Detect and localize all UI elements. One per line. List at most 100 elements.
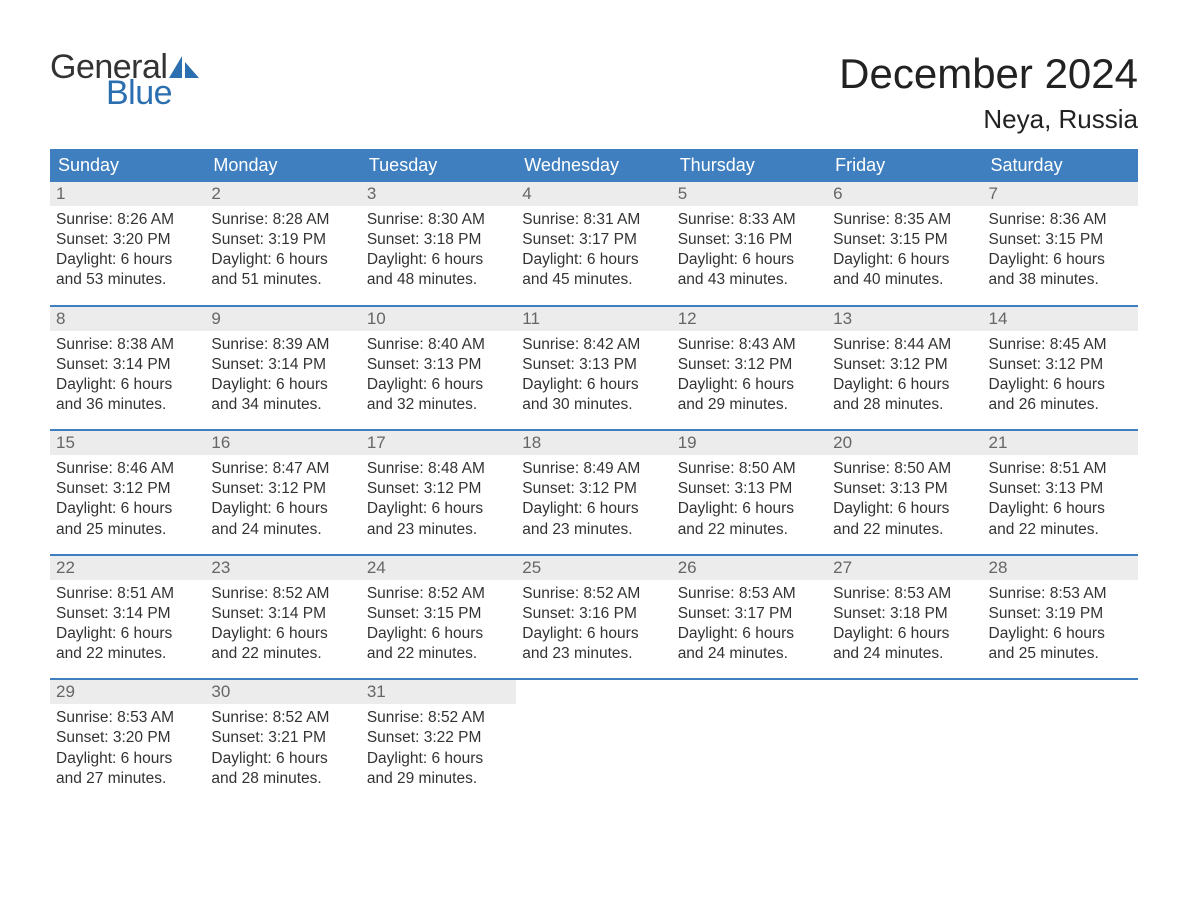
sunrise-text: Sunrise: 8:33 AM xyxy=(678,210,821,230)
daylight-text: and 36 minutes. xyxy=(56,395,199,415)
calendar-day: 29Sunrise: 8:53 AMSunset: 3:20 PMDayligh… xyxy=(50,680,205,789)
day-number: 26 xyxy=(672,556,827,580)
day-number: 15 xyxy=(50,431,205,455)
sunset-text: Sunset: 3:18 PM xyxy=(833,604,976,624)
daylight-text: Daylight: 6 hours xyxy=(56,250,199,270)
daylight-text: Daylight: 6 hours xyxy=(211,749,354,769)
daylight-text: and 22 minutes. xyxy=(56,644,199,664)
sunrise-text: Sunrise: 8:50 AM xyxy=(833,459,976,479)
daylight-text: Daylight: 6 hours xyxy=(989,499,1132,519)
sunset-text: Sunset: 3:13 PM xyxy=(833,479,976,499)
daylight-text: and 43 minutes. xyxy=(678,270,821,290)
sunrise-text: Sunrise: 8:53 AM xyxy=(989,584,1132,604)
day-details: Sunrise: 8:51 AMSunset: 3:13 PMDaylight:… xyxy=(983,455,1138,540)
day-number: 13 xyxy=(827,307,982,331)
sunset-text: Sunset: 3:15 PM xyxy=(833,230,976,250)
sunset-text: Sunset: 3:12 PM xyxy=(211,479,354,499)
daylight-text: and 22 minutes. xyxy=(833,520,976,540)
calendar-day xyxy=(672,680,827,789)
daylight-text: Daylight: 6 hours xyxy=(56,624,199,644)
sunset-text: Sunset: 3:14 PM xyxy=(56,355,199,375)
day-details: Sunrise: 8:26 AMSunset: 3:20 PMDaylight:… xyxy=(50,206,205,291)
daylight-text: Daylight: 6 hours xyxy=(367,749,510,769)
day-number: 17 xyxy=(361,431,516,455)
calendar-day: 5Sunrise: 8:33 AMSunset: 3:16 PMDaylight… xyxy=(672,182,827,291)
sunset-text: Sunset: 3:22 PM xyxy=(367,728,510,748)
header: General Blue December 2024 Neya, Russia xyxy=(50,50,1138,135)
daylight-text: and 28 minutes. xyxy=(211,769,354,789)
daylight-text: and 48 minutes. xyxy=(367,270,510,290)
daylight-text: Daylight: 6 hours xyxy=(56,749,199,769)
daylight-text: Daylight: 6 hours xyxy=(522,375,665,395)
day-number: 28 xyxy=(983,556,1138,580)
day-number: 19 xyxy=(672,431,827,455)
day-number: 14 xyxy=(983,307,1138,331)
daylight-text: and 24 minutes. xyxy=(211,520,354,540)
calendar-week: 1Sunrise: 8:26 AMSunset: 3:20 PMDaylight… xyxy=(50,182,1138,291)
calendar-week: 22Sunrise: 8:51 AMSunset: 3:14 PMDayligh… xyxy=(50,554,1138,665)
day-number: 5 xyxy=(672,182,827,206)
daylight-text: Daylight: 6 hours xyxy=(522,250,665,270)
day-details: Sunrise: 8:53 AMSunset: 3:20 PMDaylight:… xyxy=(50,704,205,789)
daylight-text: Daylight: 6 hours xyxy=(989,624,1132,644)
daylight-text: Daylight: 6 hours xyxy=(833,375,976,395)
daylight-text: Daylight: 6 hours xyxy=(678,375,821,395)
logo-sail-icon xyxy=(169,56,199,78)
day-details: Sunrise: 8:44 AMSunset: 3:12 PMDaylight:… xyxy=(827,331,982,416)
daylight-text: Daylight: 6 hours xyxy=(989,375,1132,395)
sunset-text: Sunset: 3:12 PM xyxy=(833,355,976,375)
daylight-text: and 51 minutes. xyxy=(211,270,354,290)
day-details: Sunrise: 8:31 AMSunset: 3:17 PMDaylight:… xyxy=(516,206,671,291)
calendar-day: 1Sunrise: 8:26 AMSunset: 3:20 PMDaylight… xyxy=(50,182,205,291)
sunrise-text: Sunrise: 8:53 AM xyxy=(56,708,199,728)
calendar-day: 23Sunrise: 8:52 AMSunset: 3:14 PMDayligh… xyxy=(205,556,360,665)
daylight-text: and 45 minutes. xyxy=(522,270,665,290)
sunrise-text: Sunrise: 8:28 AM xyxy=(211,210,354,230)
day-number: 21 xyxy=(983,431,1138,455)
daylight-text: Daylight: 6 hours xyxy=(56,375,199,395)
sunrise-text: Sunrise: 8:49 AM xyxy=(522,459,665,479)
day-details: Sunrise: 8:28 AMSunset: 3:19 PMDaylight:… xyxy=(205,206,360,291)
location: Neya, Russia xyxy=(839,104,1138,135)
sunset-text: Sunset: 3:12 PM xyxy=(522,479,665,499)
day-details: Sunrise: 8:47 AMSunset: 3:12 PMDaylight:… xyxy=(205,455,360,540)
daylight-text: Daylight: 6 hours xyxy=(522,624,665,644)
calendar-day: 2Sunrise: 8:28 AMSunset: 3:19 PMDaylight… xyxy=(205,182,360,291)
calendar-day: 24Sunrise: 8:52 AMSunset: 3:15 PMDayligh… xyxy=(361,556,516,665)
calendar-week: 29Sunrise: 8:53 AMSunset: 3:20 PMDayligh… xyxy=(50,678,1138,789)
sunrise-text: Sunrise: 8:52 AM xyxy=(211,584,354,604)
sunrise-text: Sunrise: 8:43 AM xyxy=(678,335,821,355)
day-details: Sunrise: 8:53 AMSunset: 3:18 PMDaylight:… xyxy=(827,580,982,665)
day-details: Sunrise: 8:52 AMSunset: 3:22 PMDaylight:… xyxy=(361,704,516,789)
day-number: 8 xyxy=(50,307,205,331)
sunrise-text: Sunrise: 8:38 AM xyxy=(56,335,199,355)
sunset-text: Sunset: 3:20 PM xyxy=(56,728,199,748)
sunset-text: Sunset: 3:15 PM xyxy=(989,230,1132,250)
weekday-header: Wednesday xyxy=(516,149,671,182)
sunset-text: Sunset: 3:12 PM xyxy=(367,479,510,499)
day-number: 24 xyxy=(361,556,516,580)
day-details: Sunrise: 8:48 AMSunset: 3:12 PMDaylight:… xyxy=(361,455,516,540)
sunrise-text: Sunrise: 8:46 AM xyxy=(56,459,199,479)
day-number: 31 xyxy=(361,680,516,704)
day-details: Sunrise: 8:52 AMSunset: 3:16 PMDaylight:… xyxy=(516,580,671,665)
day-number: 16 xyxy=(205,431,360,455)
day-number: 6 xyxy=(827,182,982,206)
daylight-text: and 28 minutes. xyxy=(833,395,976,415)
daylight-text: and 22 minutes. xyxy=(989,520,1132,540)
daylight-text: and 23 minutes. xyxy=(367,520,510,540)
daylight-text: Daylight: 6 hours xyxy=(211,499,354,519)
sunset-text: Sunset: 3:14 PM xyxy=(211,604,354,624)
daylight-text: and 25 minutes. xyxy=(989,644,1132,664)
day-details: Sunrise: 8:53 AMSunset: 3:17 PMDaylight:… xyxy=(672,580,827,665)
weekday-header-row: Sunday Monday Tuesday Wednesday Thursday… xyxy=(50,149,1138,182)
day-number: 22 xyxy=(50,556,205,580)
sunrise-text: Sunrise: 8:42 AM xyxy=(522,335,665,355)
calendar-day: 9Sunrise: 8:39 AMSunset: 3:14 PMDaylight… xyxy=(205,307,360,416)
sunrise-text: Sunrise: 8:39 AM xyxy=(211,335,354,355)
daylight-text: Daylight: 6 hours xyxy=(678,624,821,644)
calendar-day: 7Sunrise: 8:36 AMSunset: 3:15 PMDaylight… xyxy=(983,182,1138,291)
weekday-header: Friday xyxy=(827,149,982,182)
sunset-text: Sunset: 3:18 PM xyxy=(367,230,510,250)
sunrise-text: Sunrise: 8:31 AM xyxy=(522,210,665,230)
